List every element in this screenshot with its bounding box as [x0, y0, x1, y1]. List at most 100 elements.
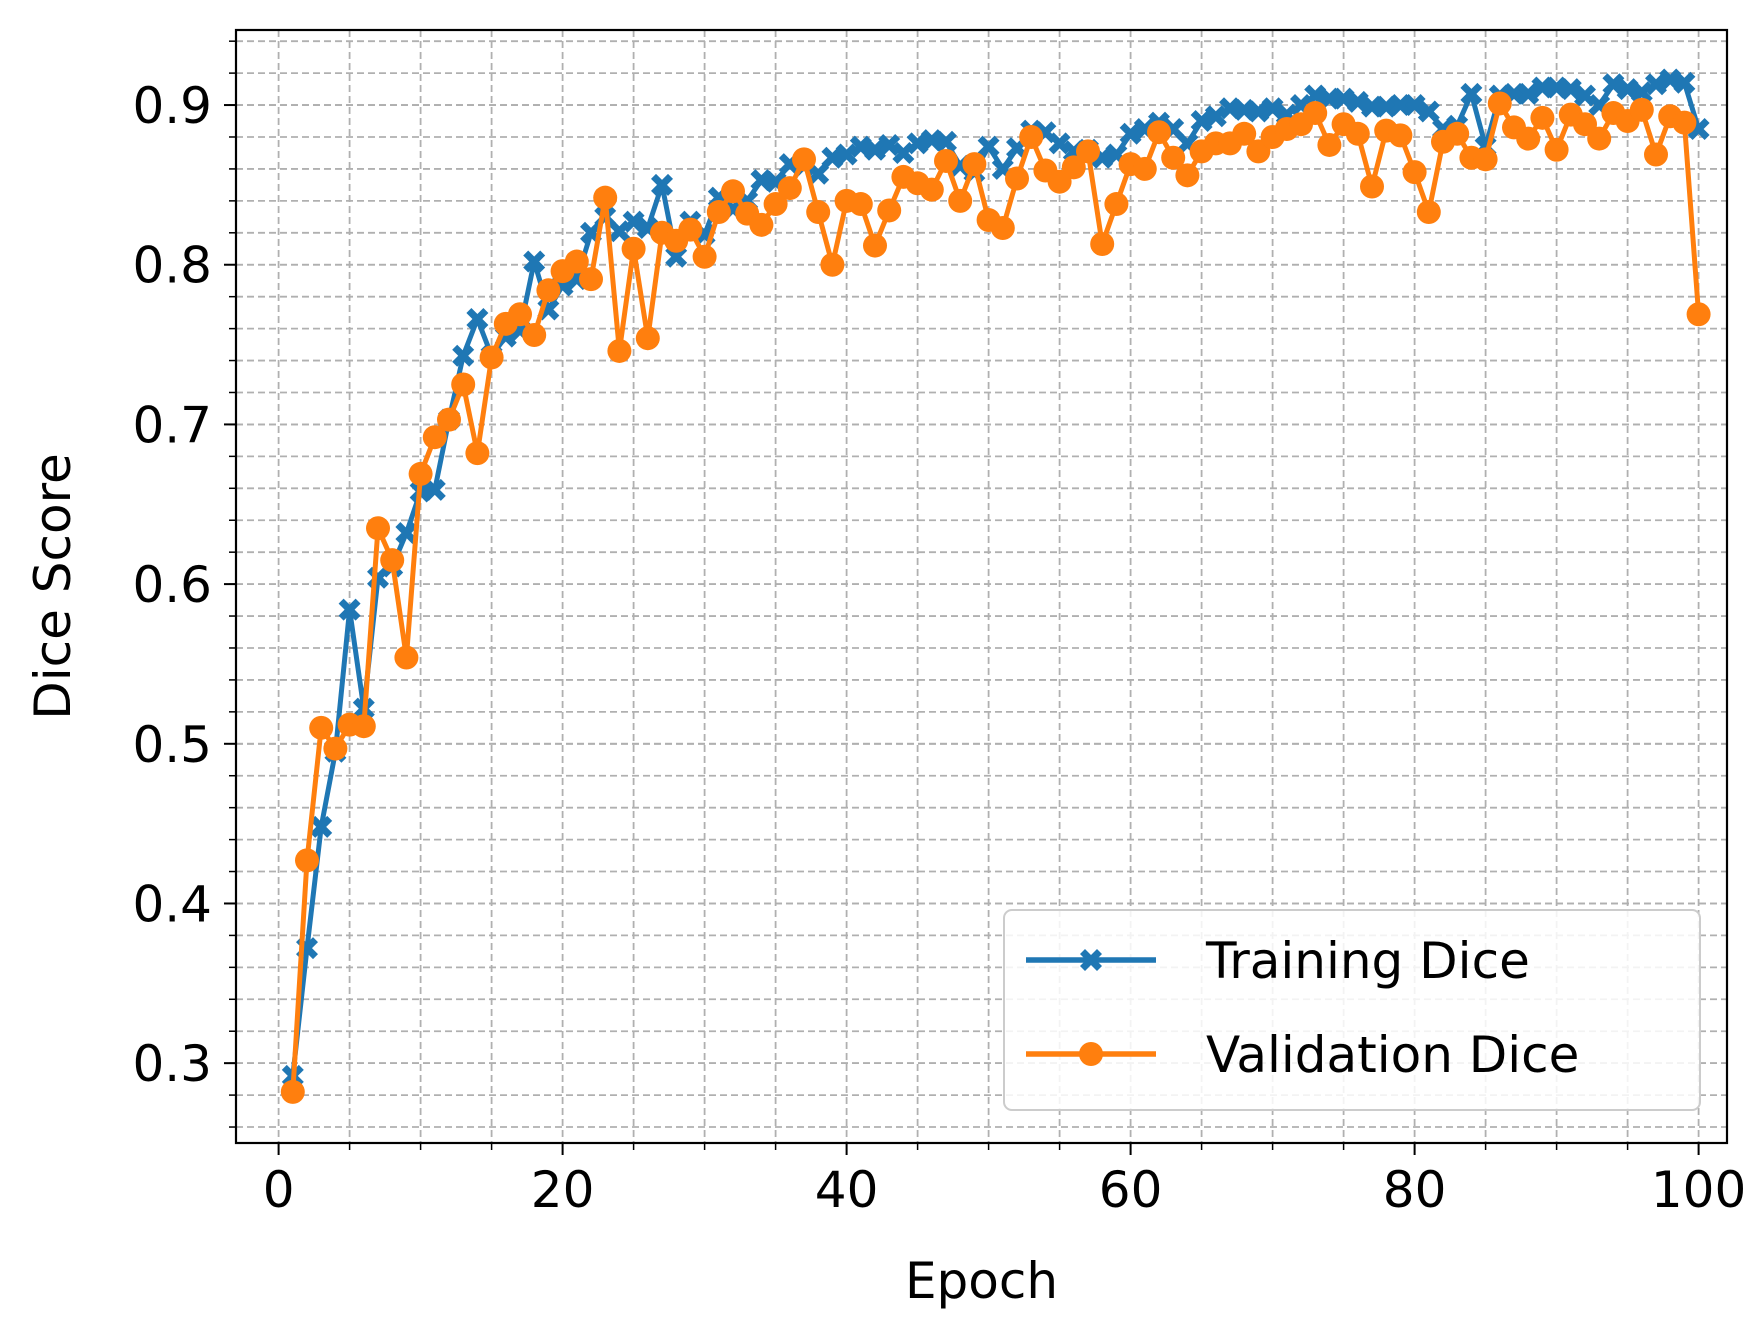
data-point — [692, 244, 717, 269]
data-point — [1132, 156, 1157, 181]
data-point — [1090, 231, 1115, 256]
data-point — [777, 176, 802, 201]
data-point — [1644, 142, 1668, 167]
data-point — [1261, 97, 1284, 120]
x-tick-label: 60 — [1099, 1161, 1163, 1219]
data-point — [635, 326, 660, 351]
data-point — [864, 138, 886, 161]
data-point — [1317, 132, 1342, 157]
data-point — [877, 198, 902, 223]
data-point — [863, 233, 887, 258]
data-point — [990, 216, 1015, 241]
data-point — [1686, 302, 1711, 327]
data-point — [280, 1079, 305, 1104]
legend-label-validation: Validation Dice — [1206, 1026, 1579, 1084]
data-point — [522, 322, 547, 347]
data-point — [1147, 120, 1171, 145]
data-point — [1460, 82, 1483, 105]
series-validation — [280, 91, 1711, 1104]
x-tick-label: 0 — [263, 1161, 295, 1219]
legend-marker-shape — [1080, 949, 1102, 971]
y-tick-label: 0.6 — [132, 556, 212, 614]
data-point — [408, 461, 433, 486]
data-point — [1403, 94, 1426, 117]
legend-marker-training — [1080, 949, 1102, 971]
data-point — [451, 372, 476, 397]
y-tick-label: 0.8 — [132, 237, 212, 295]
data-point — [1119, 122, 1142, 145]
data-point — [310, 815, 333, 838]
data-point — [338, 598, 361, 621]
data-point — [935, 130, 957, 153]
data-point — [1019, 124, 1044, 149]
data-point — [622, 210, 645, 233]
data-point — [1516, 126, 1541, 151]
data-point — [820, 252, 845, 277]
data-point — [422, 425, 447, 450]
data-point — [309, 715, 334, 740]
data-point — [323, 736, 348, 761]
x-tick-label: 100 — [1651, 1161, 1746, 1219]
legend-label-training: Training Dice — [1205, 932, 1530, 990]
data-point — [1076, 139, 1100, 164]
y-tick-label: 0.4 — [132, 875, 212, 933]
data-point — [536, 278, 561, 303]
data-point — [934, 148, 958, 173]
data-point — [1048, 132, 1071, 155]
data-point — [508, 302, 532, 327]
data-point — [835, 143, 858, 166]
plot-area-frame — [234, 28, 1729, 1145]
data-point — [564, 249, 589, 274]
data-point — [295, 848, 319, 873]
data-point — [437, 407, 461, 432]
legend-box — [1003, 909, 1701, 1111]
data-point — [1559, 78, 1582, 101]
data-point — [1402, 160, 1427, 185]
y-tick-label: 0.9 — [132, 77, 212, 135]
data-point — [1304, 84, 1327, 107]
data-point — [1517, 82, 1540, 105]
data-point — [1417, 100, 1440, 123]
data-point — [806, 200, 831, 225]
data-point — [721, 179, 745, 204]
data-point — [621, 236, 646, 261]
data-point — [394, 645, 419, 670]
data-point — [1530, 105, 1555, 130]
data-point — [1247, 100, 1270, 123]
data-point — [366, 516, 390, 541]
data-point — [1630, 81, 1653, 104]
data-point — [579, 267, 603, 292]
data-point — [919, 177, 944, 202]
data-point — [607, 338, 632, 363]
data-point — [452, 344, 475, 367]
data-point — [1629, 97, 1654, 122]
data-point — [1175, 163, 1200, 188]
data-point — [1303, 101, 1328, 126]
data-point — [1445, 121, 1470, 146]
data-point — [593, 185, 618, 210]
data-point — [1204, 105, 1227, 128]
data-point — [1360, 174, 1384, 199]
data-point — [651, 173, 673, 196]
data-point — [1232, 121, 1257, 146]
data-point — [821, 146, 844, 169]
data-point — [423, 478, 446, 501]
data-point — [792, 147, 816, 172]
x-tick-label: 40 — [815, 1161, 879, 1219]
y-tick-label: 0.5 — [132, 716, 212, 774]
data-point — [1602, 73, 1625, 96]
data-point — [1061, 155, 1086, 180]
data-point — [1388, 123, 1413, 148]
series-training — [281, 68, 1710, 1087]
data-point — [1161, 145, 1186, 170]
data-point — [807, 162, 830, 185]
data-point — [962, 152, 987, 177]
data-point — [1416, 200, 1441, 225]
x-axis-title: Epoch — [905, 1252, 1058, 1310]
data-point — [1104, 192, 1129, 217]
data-point — [1659, 68, 1682, 91]
data-point — [1616, 78, 1639, 101]
x-tick-label: 80 — [1383, 1161, 1447, 1219]
